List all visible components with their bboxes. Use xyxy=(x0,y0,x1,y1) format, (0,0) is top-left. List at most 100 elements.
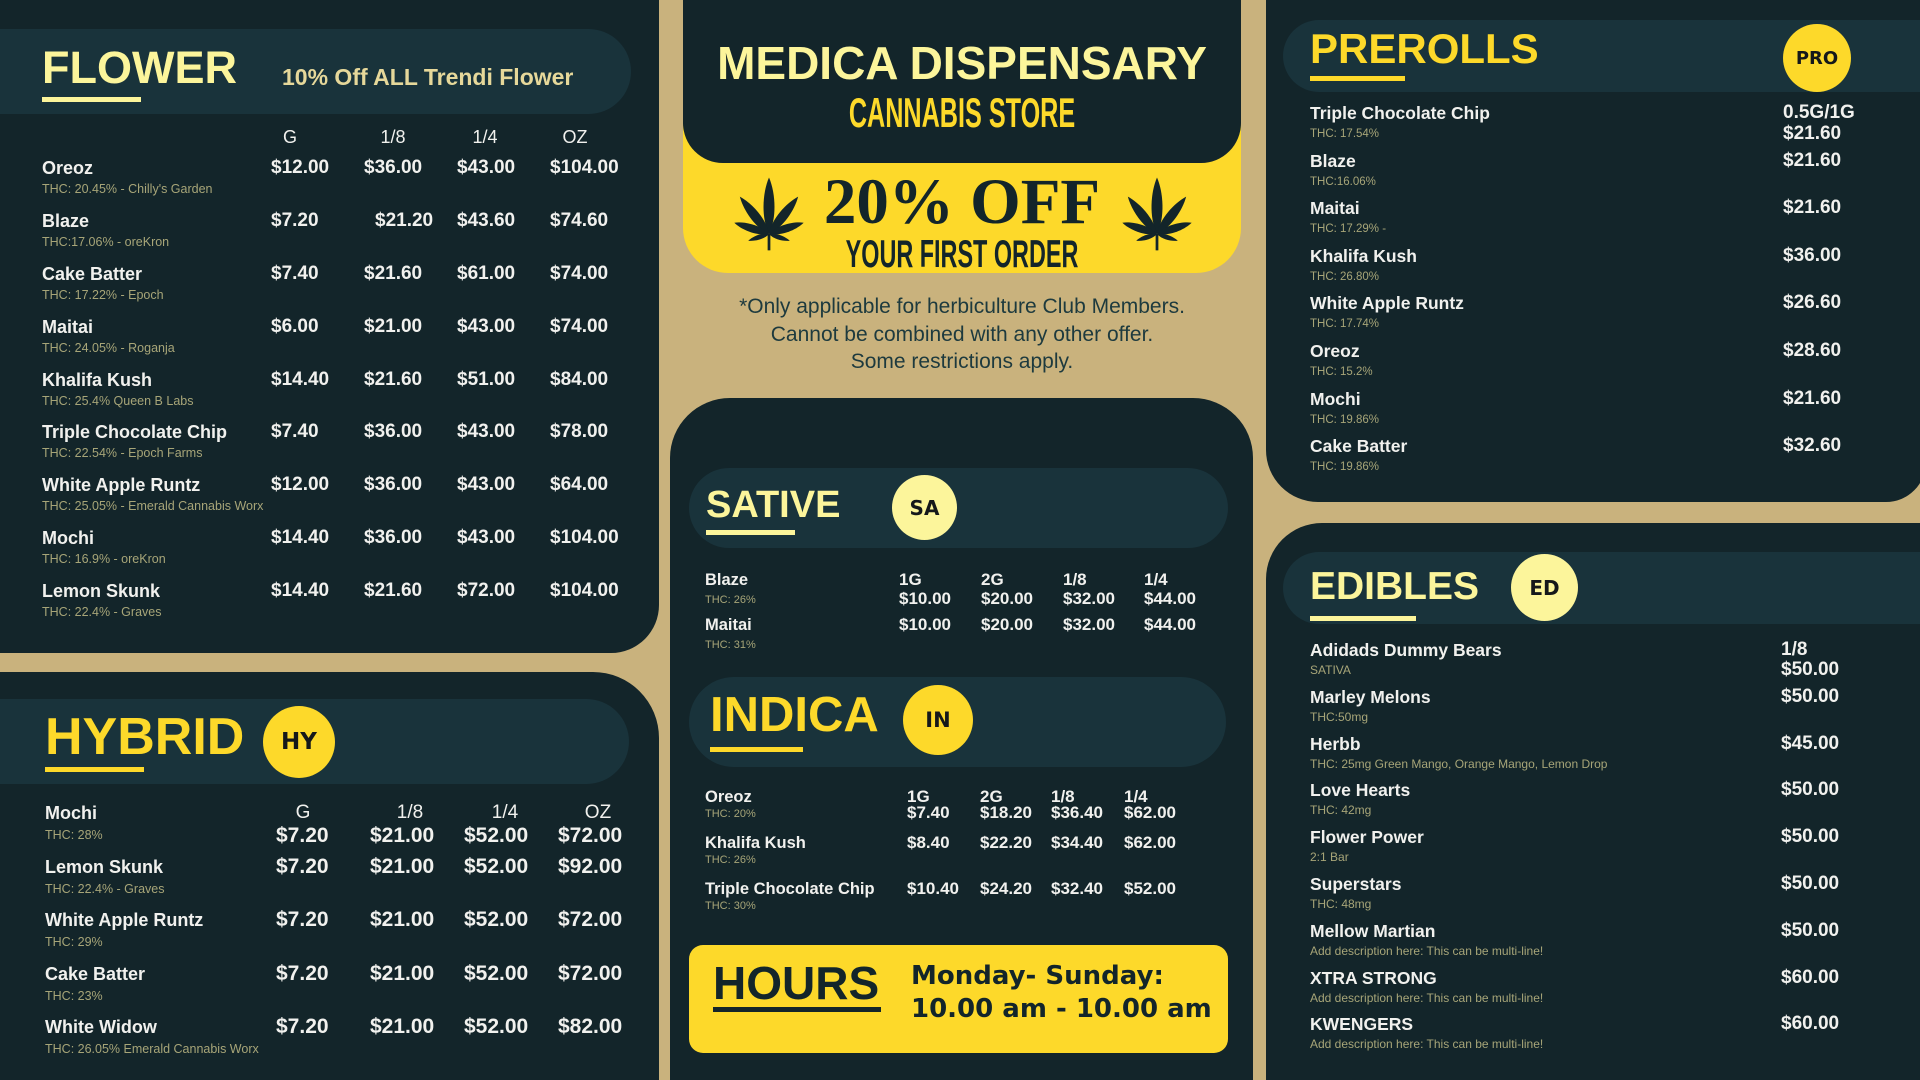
price-eighth: $21.00 xyxy=(370,1015,435,1038)
price-oz: $64.00 xyxy=(550,474,609,496)
price-oz: $72.00 xyxy=(558,908,623,931)
item-name: Marley Melons xyxy=(1310,686,1431,707)
price-eighth: $32.40 xyxy=(1051,879,1103,898)
item-price: $21.60 xyxy=(1783,197,1842,219)
menu-item: 0.5G/1G Triple Chocolate Chip THC: 17.54… xyxy=(1266,102,1920,150)
flower-promo-text: 10% Off ALL Trendi Flower xyxy=(282,64,574,90)
item-details: Add description here: This can be multi-… xyxy=(1310,990,1544,1005)
column-header-eighth: 1/8 xyxy=(396,802,424,823)
item-name: Herbb xyxy=(1310,733,1361,754)
item-details: THC: 42mg xyxy=(1310,803,1372,818)
price-quarter: $52.00 xyxy=(464,824,529,847)
item-details: THC: 26% xyxy=(705,854,756,866)
item-price: $28.60 xyxy=(1783,339,1842,361)
column-header-eighth: 1/8 xyxy=(380,127,406,147)
item-details: THC: 15.2% xyxy=(1310,365,1373,378)
price-oz: $74.00 xyxy=(550,262,609,284)
item-price: $36.00 xyxy=(1783,244,1842,266)
item-name: White Apple Runtz xyxy=(42,475,201,496)
item-name: White Widow xyxy=(45,1017,157,1037)
promo-subline: YOUR FIRST ORDER xyxy=(845,233,1079,276)
promo-headline: 20% OFF xyxy=(823,166,1101,238)
prerolls-section: PREROLLS PRO 0.5G/1G Triple Chocolate Ch… xyxy=(1266,0,1920,502)
item-details: THC: 48mg xyxy=(1310,896,1372,911)
price-2g: $20.00 xyxy=(981,589,1033,608)
price-quarter: $52.00 xyxy=(464,854,529,878)
price-2g: $24.20 xyxy=(980,879,1032,898)
price-g: $7.20 xyxy=(276,854,329,878)
menu-item: White Apple Runtz THC: 17.74% $26.60 xyxy=(1266,292,1920,340)
price-eighth: $21.00 xyxy=(370,854,435,878)
item-details: THC: 25mg Green Mango, Orange Mango, Lem… xyxy=(1310,756,1608,771)
item-details: THC: 31% xyxy=(705,639,756,651)
item-name: XTRA STRONG xyxy=(1310,967,1437,988)
menu-item: Khalifa Kush THC: 26% $8.40 $22.20 $34.4… xyxy=(670,832,1253,878)
price-quarter: $72.00 xyxy=(457,580,516,602)
column-header-2g: 2G xyxy=(980,787,1003,806)
item-details: THC: 17.22% - Epoch xyxy=(42,287,164,302)
column-header-size: 0.5G/1G xyxy=(1783,102,1855,123)
price-quarter: $52.00 xyxy=(1124,879,1176,898)
item-price: $26.60 xyxy=(1783,292,1842,314)
menu-item: White Widow THC: 26.05% Emerald Cannabis… xyxy=(0,1016,659,1070)
item-name: Blaze xyxy=(42,210,90,231)
price-g: $7.20 xyxy=(276,961,329,985)
price-oz: $72.00 xyxy=(558,824,623,847)
item-details: Add description here: This can be multi-… xyxy=(1310,943,1544,958)
menu-item: Oreoz THC: 15.2% $28.60 xyxy=(1266,340,1920,388)
hybrid-section: HYBRID HY G 1/8 1/4 OZ Mochi THC: 28% $7… xyxy=(0,672,659,1080)
item-details: THC: 26.80% xyxy=(1310,270,1380,283)
item-name: Blaze xyxy=(1310,150,1356,171)
price-1g: $7.40 xyxy=(907,803,950,822)
column-header-g: G xyxy=(295,802,311,823)
item-details: 2:1 Bar xyxy=(1310,850,1349,865)
price-quarter: $43.00 xyxy=(457,527,516,549)
item-details: THC: 19.86% xyxy=(1310,461,1380,474)
flower-column-headers: G 1/8 1/4 OZ xyxy=(0,127,659,147)
price-g: $7.20 xyxy=(271,209,319,231)
price-oz: $74.00 xyxy=(550,315,609,337)
menu-item: Mochi THC: 19.86% $21.60 xyxy=(1266,388,1920,436)
item-name: KWENGERS xyxy=(1310,1014,1414,1035)
column-header-2g: 2G xyxy=(981,570,1004,589)
item-details: THC: 23% xyxy=(45,988,103,1003)
price-g: $7.20 xyxy=(276,908,329,931)
hours-title-underline xyxy=(713,1007,881,1012)
price-eighth: $21.20 xyxy=(375,209,434,231)
item-name: Oreoz xyxy=(705,788,752,806)
price-oz: $72.00 xyxy=(558,961,623,985)
item-name: Mellow Martian xyxy=(1310,920,1436,941)
hours-days: Monday- Sunday: xyxy=(911,961,1164,991)
menu-item: Khalifa Kush THC: 25.4% Queen B Labs $14… xyxy=(0,369,659,422)
price-g: $7.40 xyxy=(271,421,319,443)
prerolls-title: PREROLLS xyxy=(1310,25,1539,72)
price-quarter: $62.00 xyxy=(1124,833,1176,852)
price-eighth: $34.40 xyxy=(1051,833,1103,852)
item-name: White Apple Runtz xyxy=(45,910,204,930)
menu-item: Superstars THC: 48mg $50.00 xyxy=(1266,873,1920,920)
item-name: Cake Batter xyxy=(1310,436,1408,457)
hours-title: HOURS xyxy=(713,957,880,1009)
cannabis-leaf-icon xyxy=(1122,177,1192,251)
price-eighth: $21.00 xyxy=(370,961,435,985)
item-name: Blaze xyxy=(705,571,749,589)
item-price: $60.00 xyxy=(1781,1013,1840,1035)
menu-item: Lemon Skunk THC: 22.4% - Graves $14.40 $… xyxy=(0,580,659,633)
price-1g: $10.00 xyxy=(899,589,951,608)
price-eighth: $21.00 xyxy=(364,315,423,337)
sative-badge: SA xyxy=(892,475,957,540)
column-header-eighth: 1/8 xyxy=(1063,570,1087,589)
item-details: THC: 26.05% Emerald Cannabis Worx xyxy=(45,1042,259,1056)
price-1g: $10.40 xyxy=(907,879,959,898)
hybrid-list: G 1/8 1/4 OZ Mochi THC: 28% $7.20 $21.00… xyxy=(0,802,659,1070)
store-subtitle: CANNABIS STORE xyxy=(848,89,1076,136)
item-name: Triple Chocolate Chip xyxy=(1310,103,1490,123)
price-oz: $104.00 xyxy=(550,580,619,602)
menu-item: Herbb THC: 25mg Green Mango, Orange Mang… xyxy=(1266,733,1920,780)
column-header-quarter: 1/4 xyxy=(1124,787,1148,806)
item-name: Maitai xyxy=(1310,198,1360,219)
price-2g: $18.20 xyxy=(980,803,1032,822)
column-header-oz: OZ xyxy=(562,127,588,147)
column-header-quarter: 1/4 xyxy=(1144,570,1168,589)
item-name: Triple Chocolate Chip xyxy=(705,880,875,898)
